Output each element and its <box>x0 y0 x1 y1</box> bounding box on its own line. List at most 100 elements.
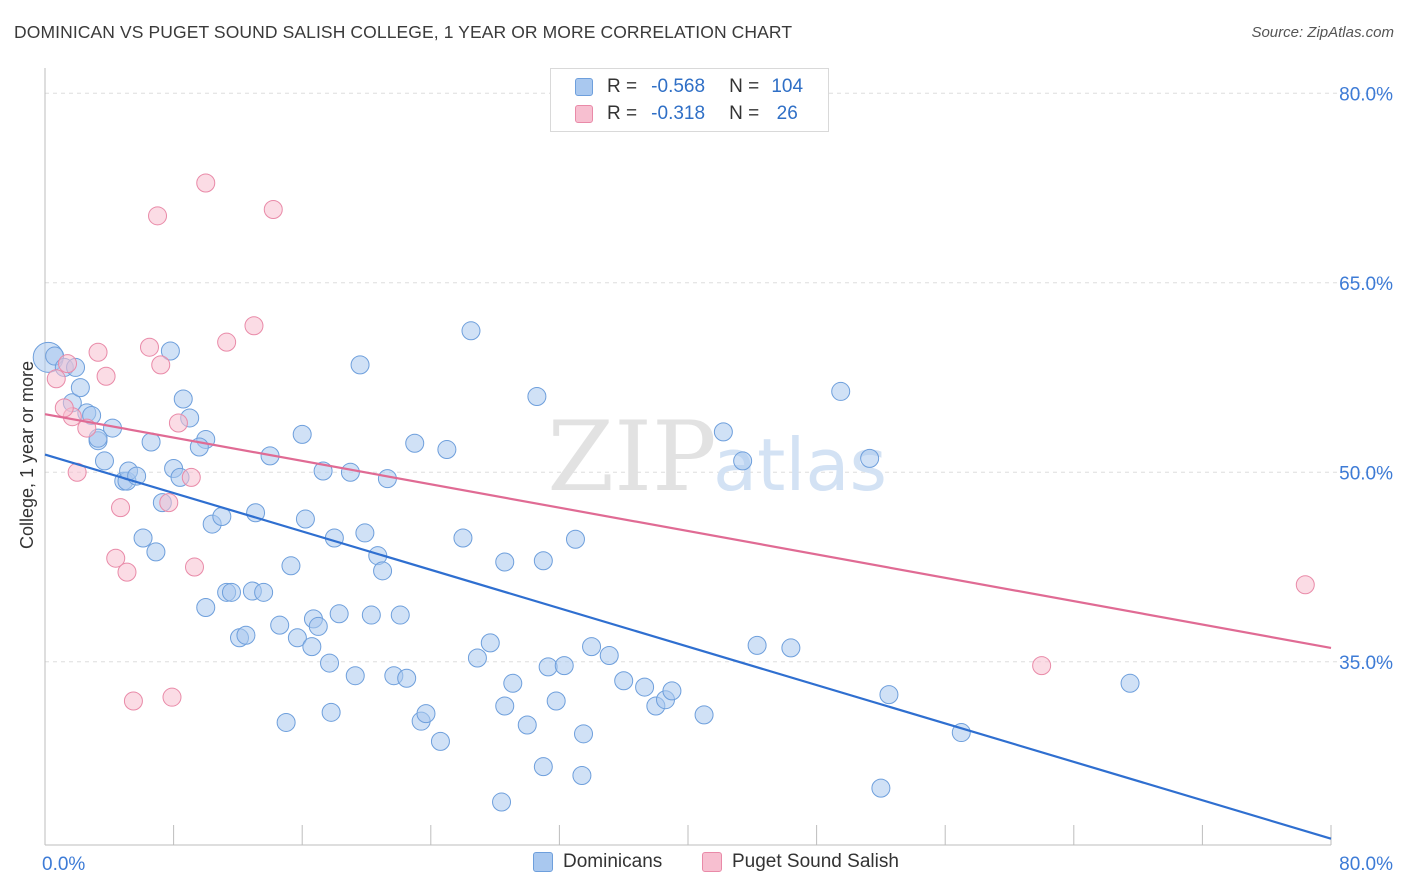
trend-line-puget-sound-salish <box>44 413 1332 649</box>
data-point <box>96 366 116 386</box>
data-point <box>1120 673 1140 693</box>
data-point <box>527 386 547 406</box>
series-legend: Dominicans Puget Sound Salish <box>0 851 1406 877</box>
y-tick-label: 65.0% <box>1339 274 1393 295</box>
data-point <box>565 529 585 549</box>
legend-n-label: N = <box>729 76 760 97</box>
y-tick-label: 35.0% <box>1339 653 1393 674</box>
data-point <box>416 704 436 724</box>
data-point <box>345 666 365 686</box>
data-point <box>554 656 574 676</box>
data-point <box>546 691 566 711</box>
series-puget-sound-salish <box>46 173 1315 711</box>
data-point <box>430 731 450 751</box>
data-point <box>133 528 153 548</box>
data-point <box>46 369 66 389</box>
data-point <box>480 633 500 653</box>
axes <box>44 68 1332 846</box>
data-point <box>572 766 592 786</box>
data-point <box>58 354 78 374</box>
data-point <box>495 552 515 572</box>
data-point <box>355 523 375 543</box>
x-tick-label: 0.0% <box>42 854 85 875</box>
data-point <box>117 562 137 582</box>
y-tick-label: 50.0% <box>1339 463 1393 484</box>
x-tick-label: 80.0% <box>1339 854 1393 875</box>
data-point <box>635 677 655 697</box>
legend-n-label: N = <box>729 103 760 124</box>
data-point <box>405 433 425 453</box>
data-point <box>1295 575 1315 595</box>
data-point <box>860 448 880 468</box>
series-swatch-dominicans <box>533 852 553 872</box>
data-point <box>437 440 457 460</box>
series-legend-puget[interactable]: Puget Sound Salish <box>702 851 899 873</box>
data-point <box>340 462 360 482</box>
data-point <box>713 422 733 442</box>
data-points <box>32 173 1315 812</box>
data-point <box>159 493 179 513</box>
data-point <box>461 321 481 341</box>
data-point <box>390 605 410 625</box>
data-point <box>533 757 553 777</box>
tick-labels: 35.0% 50.0% 65.0% 80.0% 0.0% 80.0% <box>42 84 1393 875</box>
data-point <box>614 671 634 691</box>
data-point <box>324 528 344 548</box>
grid-lines <box>45 92 1392 663</box>
data-point <box>308 616 328 636</box>
data-point <box>162 687 182 707</box>
data-point <box>106 548 126 568</box>
data-point <box>302 637 322 657</box>
legend-n-value: 26 <box>776 103 798 124</box>
data-point <box>111 498 131 518</box>
data-point <box>350 355 370 375</box>
data-point <box>517 715 537 735</box>
data-point <box>320 653 340 673</box>
data-point <box>146 542 166 562</box>
data-point <box>168 413 188 433</box>
data-point <box>196 597 216 617</box>
data-point <box>217 332 237 352</box>
legend-swatch-puget <box>575 105 593 123</box>
data-point <box>879 685 899 705</box>
data-point <box>184 557 204 577</box>
series-legend-dominicans[interactable]: Dominicans <box>533 851 662 873</box>
data-point <box>270 615 290 635</box>
y-tick-label: 80.0% <box>1339 84 1393 105</box>
data-point <box>321 702 341 722</box>
series-dominicans <box>32 321 1140 812</box>
legend-r-value: -0.568 <box>651 76 706 97</box>
data-point <box>263 200 283 220</box>
y-axis-label: College, 1 year or more <box>17 361 37 549</box>
data-point <box>94 451 114 471</box>
legend-row-dominicans: R = -0.568 N = 104 <box>575 75 815 99</box>
legend-r-label: R = <box>607 76 638 97</box>
legend-r-label: R = <box>607 103 638 124</box>
data-point <box>503 673 523 693</box>
data-point <box>151 355 171 375</box>
data-point <box>292 424 312 444</box>
data-point <box>287 628 307 648</box>
data-point <box>538 657 558 677</box>
data-point <box>831 381 851 401</box>
data-point <box>662 681 682 701</box>
data-point <box>361 605 381 625</box>
data-point <box>574 724 594 744</box>
watermark-zip: ZIP <box>547 401 716 513</box>
stats-legend: R = -0.568 N = 104 R = -0.318 N = 26 <box>550 68 829 132</box>
source-label: Source: ZipAtlas.com <box>1251 24 1394 41</box>
data-point <box>533 551 553 571</box>
data-point <box>733 451 753 471</box>
data-point <box>173 389 193 409</box>
data-point <box>694 705 714 725</box>
data-point <box>70 378 90 398</box>
legend-n-value: 104 <box>771 76 804 97</box>
legend-row-puget: R = -0.318 N = 26 <box>575 102 815 126</box>
data-point <box>599 645 619 665</box>
data-point <box>236 625 256 645</box>
data-point <box>329 604 349 624</box>
data-point <box>244 316 264 336</box>
trend-line-dominicans <box>44 453 1332 840</box>
series-name-dominicans: Dominicans <box>563 851 663 872</box>
